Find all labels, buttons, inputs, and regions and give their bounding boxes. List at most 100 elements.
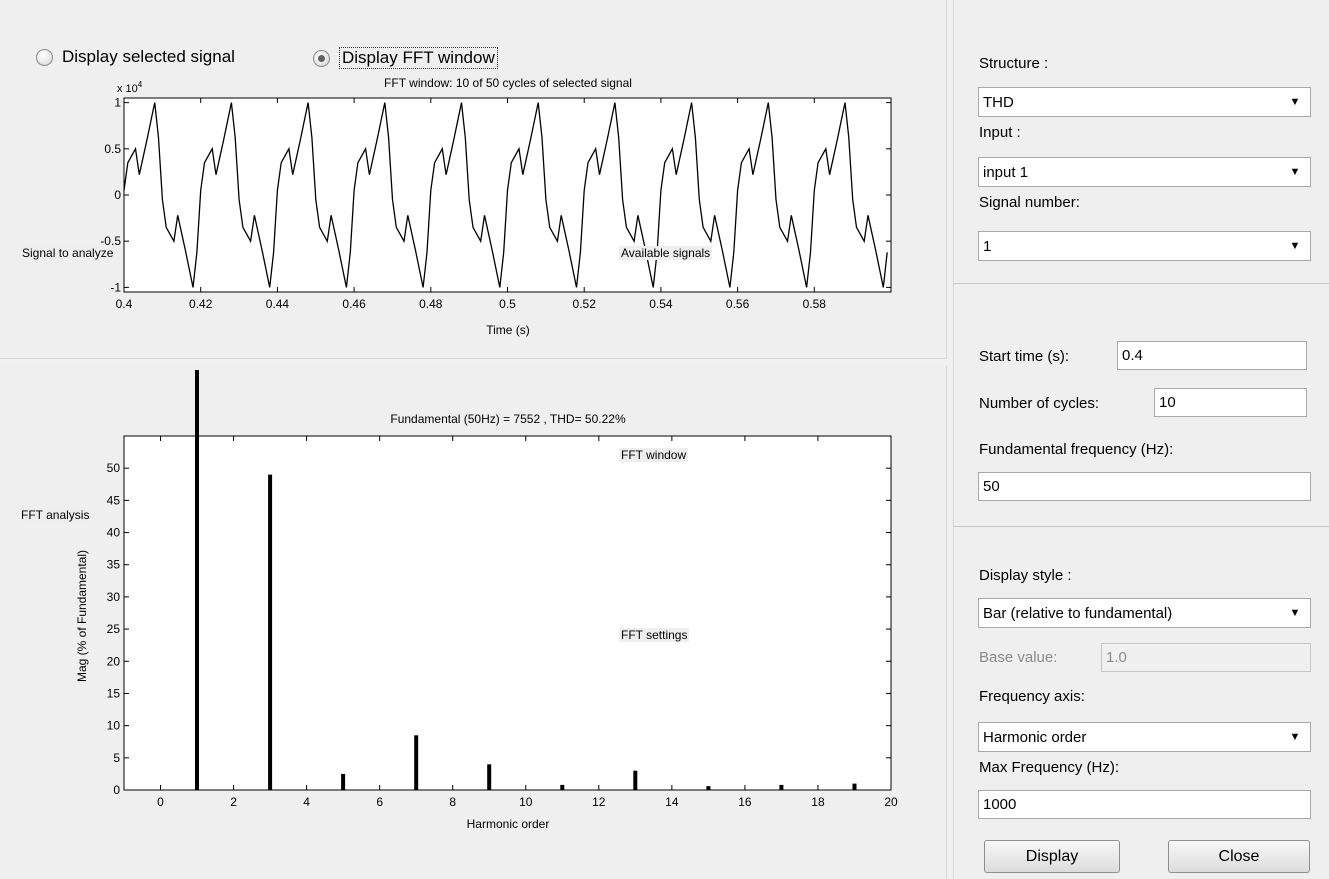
fft-x-label: Harmonic order	[467, 817, 550, 831]
fft-x-tick-label: 4	[303, 795, 310, 809]
frequency-axis-label: Frequency axis:	[979, 688, 1085, 705]
signal-x-tick-label: 0.46	[342, 297, 366, 311]
fft-y-tick-label: 35	[107, 558, 121, 572]
signal-number-label: Signal number:	[979, 194, 1080, 211]
signal-y-tick-label: -0.5	[100, 234, 121, 248]
signal-chart-title: FFT window: 10 of 50 cycles of selected …	[384, 76, 632, 90]
display-button[interactable]: Display	[984, 840, 1120, 873]
fft-y-tick-label: 45	[107, 493, 121, 507]
fft-x-tick-label: 16	[738, 795, 752, 809]
harmonic-bar	[341, 773, 346, 790]
input-value: input 1	[983, 163, 1029, 181]
signal-x-label: Time (s)	[486, 323, 530, 337]
input-dropdown[interactable]: input 1 ▼	[978, 157, 1311, 187]
harmonic-bar	[852, 783, 857, 790]
start-time-label: Start time (s):	[979, 348, 1070, 365]
fft-y-label: Mag (% of Fundamental)	[75, 550, 89, 682]
dropdown-arrow-icon: ▼	[1289, 96, 1301, 108]
fft-chart-title: Fundamental (50Hz) = 7552 , THD= 50.22%	[390, 412, 626, 426]
dropdown-arrow-icon: ▼	[1289, 240, 1301, 252]
signal-chart: FFT window: 10 of 50 cycles of selected …	[100, 76, 892, 337]
signal-y-tick-label: 0.5	[104, 142, 121, 156]
display-fft-window-radio[interactable]: Display FFT window	[313, 47, 498, 69]
fft-y-tick-label: 10	[107, 719, 121, 733]
start-time-value: 0.4	[1122, 347, 1143, 364]
signal-panel: Display selected signal Display FFT wind…	[0, 0, 947, 359]
harmonic-bar	[487, 764, 492, 790]
frequency-axis-value: Harmonic order	[983, 728, 1087, 746]
input-label: Input :	[979, 124, 1021, 141]
max-frequency-value: 1000	[983, 796, 1017, 813]
harmonic-bar	[706, 786, 711, 790]
structure-panel: Structure : THD ▼ Input : input 1 ▼ Sign…	[953, 0, 1329, 284]
fft-y-tick-label: 25	[107, 622, 121, 636]
fft-x-tick-label: 2	[230, 795, 237, 809]
fft-settings-panel: Start time (s): 0.4 Number of cycles: 10…	[953, 284, 1329, 527]
fundamental-frequency-value: 50	[983, 478, 1000, 495]
fft-x-tick-label: 18	[811, 795, 825, 809]
display-selected-signal-label: Display selected signal	[62, 47, 235, 66]
signal-x-tick-label: 0.48	[419, 297, 443, 311]
fft-x-tick-label: 20	[884, 795, 898, 809]
max-frequency-label: Max Frequency (Hz):	[979, 759, 1120, 776]
dropdown-arrow-icon: ▼	[1289, 166, 1301, 178]
fft-panel: Fundamental (50Hz) = 7552 , THD= 50.22% …	[0, 366, 947, 879]
fundamental-frequency-label: Fundamental frequency (Hz):	[979, 441, 1174, 458]
signal-y-multiplier: x 104	[117, 80, 143, 95]
display-fft-window-label: Display FFT window	[339, 47, 498, 69]
fundamental-frequency-input[interactable]: 50	[978, 472, 1311, 501]
dropdown-arrow-icon: ▼	[1289, 607, 1301, 619]
max-frequency-input[interactable]: 1000	[978, 790, 1311, 819]
display-panel: Display style : Bar (relative to fundame…	[953, 527, 1329, 879]
base-value-value: 1.0	[1106, 649, 1127, 666]
radio-on-icon	[313, 49, 330, 67]
structure-dropdown[interactable]: THD ▼	[978, 87, 1311, 117]
signal-y-tick-label: -1	[110, 280, 121, 294]
harmonic-bar	[268, 474, 273, 790]
display-style-value: Bar (relative to fundamental)	[983, 604, 1173, 622]
fft-x-tick-label: 14	[665, 795, 679, 809]
signal-x-tick-label: 0.56	[726, 297, 750, 311]
number-of-cycles-input[interactable]: 10	[1154, 388, 1307, 417]
y-multiplier-exponent: 4	[138, 80, 143, 89]
fft-settings-label: FFT settings	[619, 628, 690, 642]
fft-x-tick-label: 6	[376, 795, 383, 809]
signal-x-tick-label: 0.52	[573, 297, 597, 311]
fft-y-tick-label: 50	[107, 461, 121, 475]
display-style-dropdown[interactable]: Bar (relative to fundamental) ▼	[978, 598, 1311, 628]
fft-y-tick-label: 0	[113, 783, 120, 797]
base-value-label: Base value:	[979, 649, 1058, 666]
fft-plot-area	[123, 435, 892, 791]
display-style-label: Display style :	[979, 567, 1072, 584]
structure-label: Structure :	[979, 55, 1049, 72]
fft-y-tick-label: 15	[107, 686, 121, 700]
base-value-input[interactable]: 1.0	[1101, 643, 1311, 672]
frequency-axis-dropdown[interactable]: Harmonic order ▼	[978, 722, 1311, 752]
number-of-cycles-label: Number of cycles:	[979, 395, 1100, 412]
fft-y-tick-label: 20	[107, 654, 121, 668]
number-of-cycles-value: 10	[1159, 394, 1176, 411]
fft-x-tick-label: 8	[449, 795, 456, 809]
radio-off-icon	[36, 48, 53, 66]
start-time-input[interactable]: 0.4	[1117, 341, 1307, 370]
fft-x-tick-label: 0	[157, 795, 164, 809]
harmonic-bar	[560, 784, 565, 790]
fft-analysis-label: FFT analysis	[19, 508, 92, 522]
available-signals-label: Available signals	[619, 246, 713, 260]
signal-x-tick-label: 0.54	[649, 297, 673, 311]
signal-number-value: 1	[983, 237, 992, 255]
fft-x-tick-label: 12	[592, 795, 606, 809]
harmonic-bar	[779, 784, 784, 790]
y-multiplier-base: x 10	[117, 83, 138, 95]
harmonic-bar	[195, 370, 199, 790]
display-selected-signal-radio[interactable]: Display selected signal	[36, 47, 235, 67]
signal-number-dropdown[interactable]: 1 ▼	[978, 231, 1311, 261]
signal-x-tick-label: 0.42	[189, 297, 213, 311]
fft-y-tick-label: 5	[113, 751, 120, 765]
signal-line	[123, 102, 888, 288]
dropdown-arrow-icon: ▼	[1289, 731, 1301, 743]
signal-y-tick-label: 0	[114, 188, 121, 202]
signal-y-tick-label: 1	[114, 96, 121, 110]
close-button[interactable]: Close	[1168, 840, 1310, 873]
structure-value: THD	[983, 93, 1014, 111]
